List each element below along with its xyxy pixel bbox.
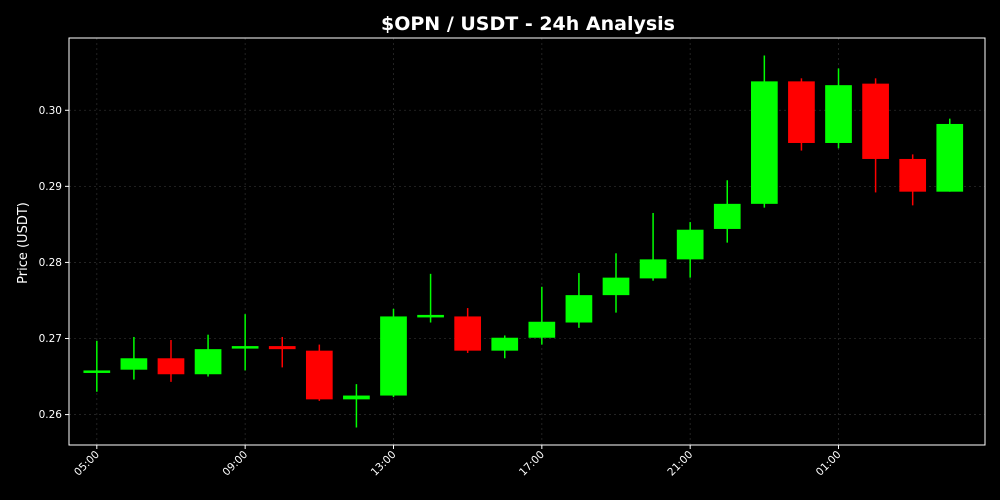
candle-up <box>491 335 519 359</box>
candle-body <box>120 358 148 370</box>
candle-body <box>231 346 259 349</box>
candle-body <box>528 321 556 338</box>
y-tick-label: 0.26 <box>39 409 63 421</box>
candle-up <box>120 336 148 380</box>
candle-body <box>305 350 333 400</box>
candle-up <box>936 118 964 192</box>
candle-up <box>676 222 704 278</box>
candle-up <box>639 212 667 281</box>
y-tick-label: 0.30 <box>39 105 62 117</box>
candle-body <box>788 81 815 143</box>
candle-body <box>343 395 370 400</box>
candle-up <box>750 55 778 208</box>
candles <box>83 55 964 428</box>
candle-body <box>83 370 111 373</box>
candle-body <box>454 316 482 351</box>
candle-body <box>565 295 593 323</box>
candle-up <box>565 273 593 328</box>
candle-body <box>268 346 296 350</box>
y-tick-label: 0.28 <box>39 257 62 269</box>
candle-down <box>305 344 333 401</box>
candle-body <box>417 314 444 318</box>
candle-up <box>83 340 111 392</box>
candle-body <box>862 83 889 159</box>
candle-body <box>602 277 630 296</box>
candle-up <box>194 334 222 377</box>
candle-down <box>454 308 482 353</box>
candle-body <box>750 81 778 204</box>
candle-up <box>231 314 259 371</box>
candle-body <box>639 259 667 279</box>
candle-body <box>825 85 852 143</box>
candle-body <box>194 349 222 375</box>
candle-down <box>157 340 185 382</box>
candle-down <box>268 336 296 368</box>
chart-title: $OPN / USDT - 24h Analysis <box>381 13 675 35</box>
candle-down <box>899 154 927 206</box>
candle-body <box>676 229 704 260</box>
candle-body <box>157 358 185 375</box>
candle-up <box>380 308 407 398</box>
candle-body <box>899 158 927 192</box>
candle-down <box>862 78 889 193</box>
y-tick-label: 0.29 <box>39 181 62 193</box>
candle-body <box>491 337 519 351</box>
y-axis-label: Price (USDT) <box>16 202 31 284</box>
plot-frame <box>68 37 986 446</box>
candle-up <box>602 253 630 313</box>
candle-body <box>380 316 407 396</box>
candle-body <box>936 123 964 192</box>
candle-body <box>713 203 741 229</box>
candle-up <box>825 68 852 149</box>
candle-up <box>343 384 370 428</box>
y-tick-label: 0.27 <box>39 333 62 345</box>
candle-up <box>417 273 444 323</box>
candle-up <box>528 286 556 345</box>
candle-up <box>713 180 741 243</box>
candle-down <box>788 78 815 151</box>
